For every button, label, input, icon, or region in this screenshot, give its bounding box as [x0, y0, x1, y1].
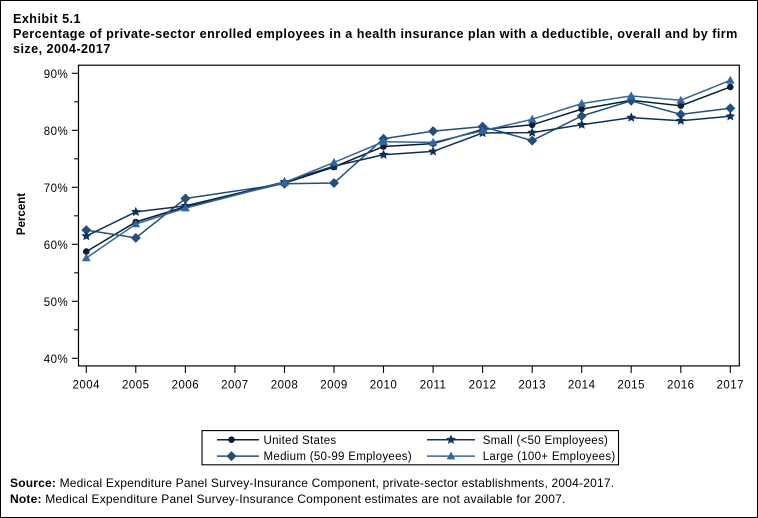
- svg-text:2016: 2016: [667, 380, 695, 392]
- svg-text:Small (<50 Employees): Small (<50 Employees): [483, 435, 609, 447]
- svg-text:2006: 2006: [172, 380, 200, 392]
- svg-text:2007: 2007: [221, 380, 249, 392]
- svg-text:2015: 2015: [617, 380, 645, 392]
- svg-text:2017: 2017: [717, 380, 745, 392]
- svg-text:60%: 60%: [44, 240, 69, 252]
- svg-text:2013: 2013: [518, 380, 546, 392]
- svg-text:40%: 40%: [44, 354, 69, 366]
- svg-text:2010: 2010: [370, 380, 398, 392]
- svg-text:2014: 2014: [568, 380, 596, 392]
- svg-text:Medium (50-99 Employees): Medium (50-99 Employees): [264, 451, 412, 463]
- svg-text:2012: 2012: [469, 380, 497, 392]
- svg-text:Large (100+ Employees): Large (100+ Employees): [483, 451, 616, 463]
- svg-text:80%: 80%: [44, 126, 69, 138]
- svg-text:2008: 2008: [271, 380, 299, 392]
- svg-text:70%: 70%: [44, 183, 69, 195]
- svg-text:90%: 90%: [44, 69, 69, 81]
- svg-text:2004: 2004: [73, 380, 101, 392]
- svg-text:Percent: Percent: [16, 193, 28, 235]
- svg-text:2009: 2009: [320, 380, 348, 392]
- svg-text:2005: 2005: [122, 380, 150, 392]
- svg-text:50%: 50%: [44, 297, 69, 309]
- svg-text:United States: United States: [264, 435, 337, 447]
- svg-text:2011: 2011: [420, 380, 447, 392]
